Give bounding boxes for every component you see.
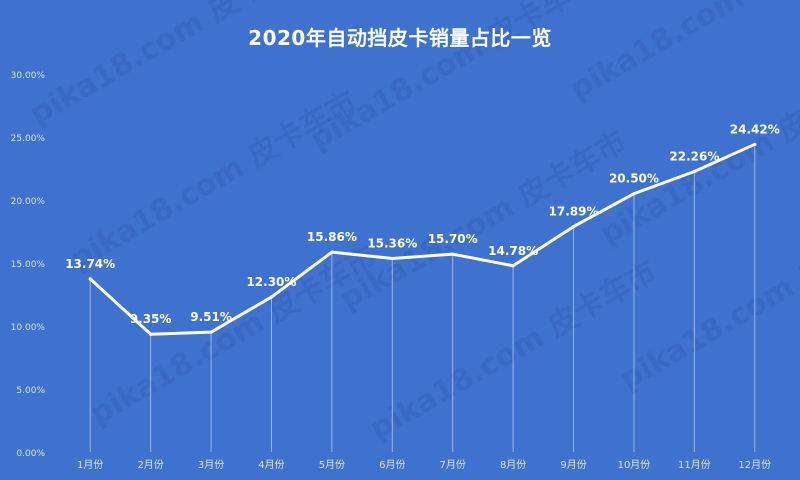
x-tick-label: 1月份 bbox=[77, 459, 103, 471]
data-label: 9.35% bbox=[130, 312, 172, 326]
x-tick-label: 10月份 bbox=[618, 459, 651, 471]
data-point bbox=[269, 295, 274, 299]
y-tick-label: 30.00% bbox=[11, 71, 46, 81]
data-point bbox=[330, 250, 334, 254]
data-point bbox=[209, 330, 213, 334]
data-point bbox=[632, 192, 636, 196]
series-line bbox=[88, 142, 757, 336]
chart-title: 2020年自动挡皮卡销量占比一览 bbox=[248, 26, 552, 50]
x-tick-label: 2月份 bbox=[137, 459, 163, 471]
data-label: 15.70% bbox=[428, 232, 478, 246]
x-tick-label: 11月份 bbox=[678, 459, 711, 471]
data-point bbox=[571, 224, 576, 229]
data-point bbox=[390, 256, 394, 261]
x-axis: 1月份 2月份 3月份 4月份 5月份 6月份 7月份 8月份 9月份 10月份 11月份 12月份 bbox=[77, 459, 771, 471]
x-tick-label: 9月份 bbox=[560, 459, 586, 471]
y-tick-label: 15.00% bbox=[11, 260, 46, 270]
data-label: 12.30% bbox=[246, 275, 296, 289]
y-tick-label: 5.00% bbox=[16, 386, 45, 396]
y-tick-label: 0.00% bbox=[16, 449, 45, 459]
x-tick-label: 4月份 bbox=[258, 459, 284, 471]
data-point bbox=[451, 252, 455, 256]
data-label: 24.42% bbox=[730, 122, 780, 136]
drop-lines bbox=[89, 144, 756, 452]
data-point bbox=[88, 277, 92, 281]
x-tick-label: 12月份 bbox=[738, 459, 771, 471]
x-tick-label: 6月份 bbox=[379, 459, 405, 471]
x-tick-label: 8月份 bbox=[500, 459, 526, 471]
x-tick-label: 5月份 bbox=[319, 459, 345, 471]
data-label: 9.51% bbox=[190, 310, 232, 324]
data-point bbox=[149, 332, 153, 336]
data-label: 13.74% bbox=[65, 257, 115, 271]
y-tick-label: 10.00% bbox=[11, 323, 46, 333]
data-label: 15.86% bbox=[307, 230, 357, 244]
y-tick-label: 25.00% bbox=[11, 134, 46, 144]
x-tick-label: 7月份 bbox=[440, 459, 466, 471]
data-label: 17.89% bbox=[549, 205, 599, 219]
data-label: 20.50% bbox=[609, 172, 659, 186]
data-label: 15.36% bbox=[367, 236, 417, 250]
data-label: 22.26% bbox=[669, 150, 719, 164]
data-label: 14.78% bbox=[488, 244, 538, 258]
y-axis: 0.00% 5.00% 10.00% 15.00% 20.00% 25.00% 30.00% bbox=[11, 71, 46, 459]
y-tick-label: 20.00% bbox=[11, 197, 46, 207]
data-point bbox=[753, 142, 757, 146]
data-point bbox=[692, 169, 696, 174]
x-tick-label: 3月份 bbox=[198, 459, 224, 471]
data-point bbox=[511, 264, 515, 268]
data-labels: 13.74% 9.35% 9.51% 12.30% 15.86% 15.36% 15.70%… bbox=[65, 122, 780, 326]
series-line-group bbox=[88, 142, 757, 336]
